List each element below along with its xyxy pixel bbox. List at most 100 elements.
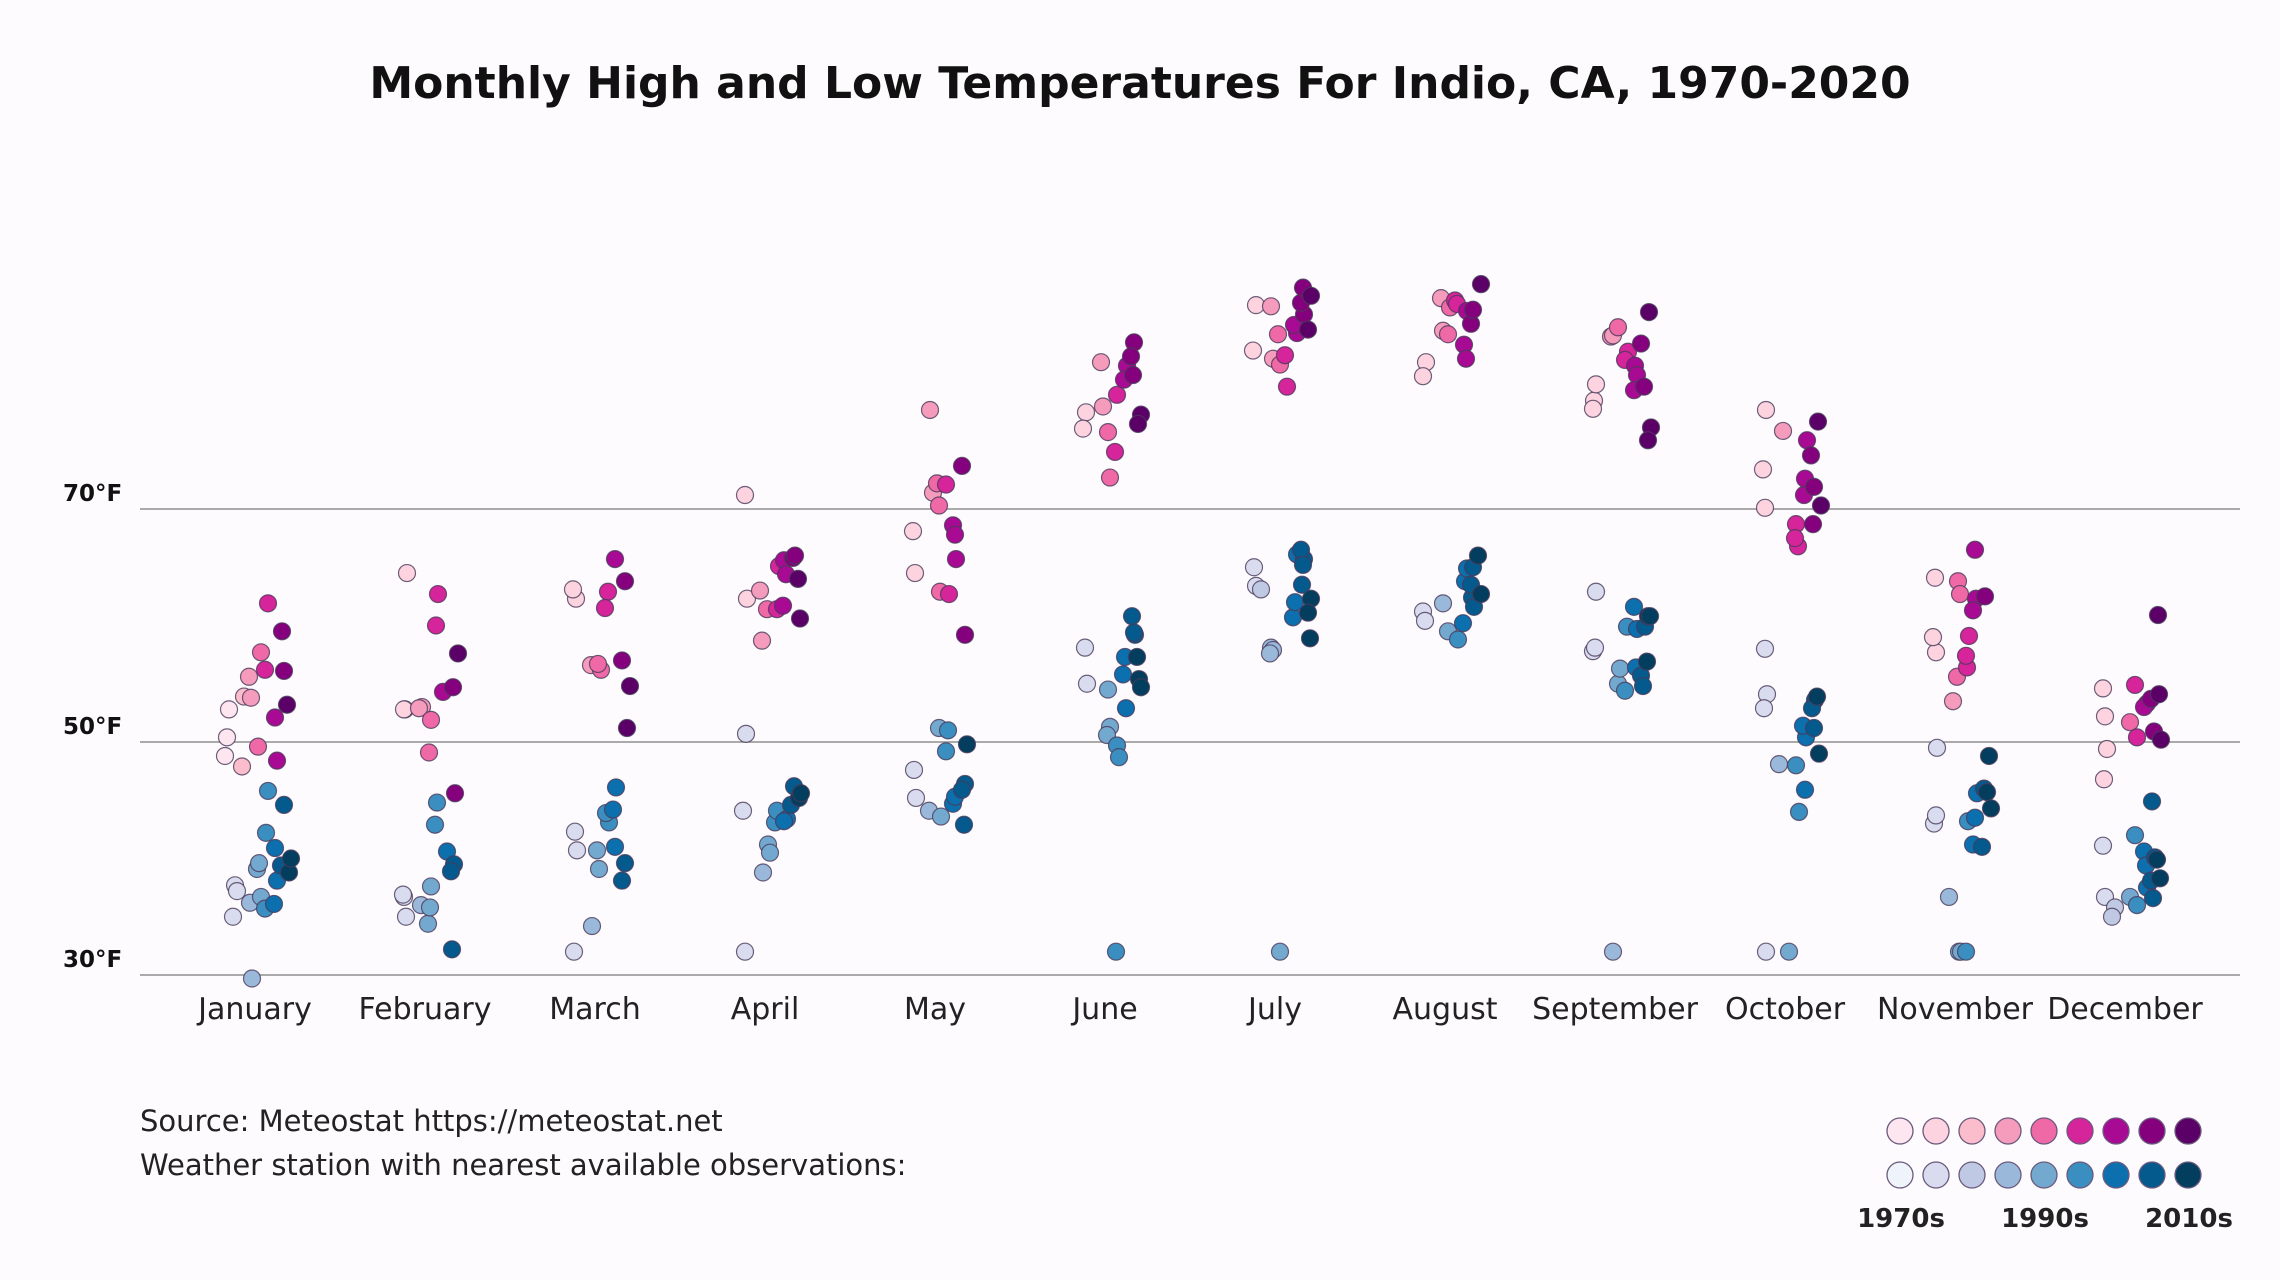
y-tick-label: 50°F — [63, 714, 122, 740]
legend-low-swatch — [1886, 1161, 1914, 1189]
legend-high-swatch — [2102, 1117, 2130, 1145]
low-temp-point — [1754, 699, 1774, 718]
high-temp-point — [1975, 587, 1995, 606]
x-tick-label: January — [196, 992, 312, 1027]
high-temp-point — [617, 718, 637, 738]
low-temp-point — [760, 843, 780, 862]
low-temp-point — [735, 942, 755, 961]
legend-decade-label: 1990s — [2001, 1204, 2089, 1234]
high-temp-point — [1471, 275, 1491, 294]
low-temp-point — [1124, 623, 1144, 642]
low-temp-point — [1786, 756, 1806, 775]
low-temp-point — [1468, 546, 1488, 565]
high-temp-point — [1753, 460, 1773, 479]
high-temp-point — [1091, 353, 1111, 372]
high-temp-point — [445, 784, 465, 803]
low-temp-point — [1586, 582, 1606, 601]
low-temp-point — [1300, 629, 1320, 648]
high-temp-point — [1631, 334, 1651, 353]
high-temp-point — [1093, 397, 1113, 416]
low-temp-point — [1298, 603, 1318, 622]
high-temp-point — [1243, 341, 1263, 360]
low-temp-point — [1453, 614, 1473, 633]
low-temp-point — [258, 781, 278, 801]
low-temp-point — [1471, 584, 1491, 604]
low-temp-point — [606, 778, 626, 797]
high-temp-point — [1803, 515, 1823, 534]
high-temp-point — [620, 676, 640, 696]
low-temp-point — [1633, 676, 1653, 696]
low-temp-point — [420, 898, 440, 917]
high-temp-point — [1456, 349, 1476, 368]
high-temp-point — [443, 678, 463, 697]
low-temp-point — [1122, 607, 1142, 626]
high-temp-point — [1608, 318, 1628, 337]
low-temp-point — [264, 894, 284, 914]
high-temp-point — [2151, 730, 2171, 749]
high-temp-point — [1128, 414, 1148, 434]
high-temp-point — [788, 569, 808, 589]
legend-low-swatch — [1994, 1161, 2022, 1189]
high-temp-point — [1925, 568, 1945, 587]
high-temp-point — [232, 757, 252, 776]
high-temp-point — [219, 700, 239, 719]
low-temp-point — [441, 862, 461, 881]
legend-decade-label: 2010s — [2145, 1204, 2233, 1234]
legend-low-swatch — [2102, 1161, 2130, 1189]
high-temp-point — [1926, 643, 1946, 662]
low-temp-point — [615, 854, 635, 873]
high-temp-point — [1959, 626, 1979, 646]
low-temp-point — [1624, 597, 1644, 616]
low-temp-point — [936, 742, 956, 761]
high-temp-point — [1586, 375, 1606, 394]
low-temp-point — [2102, 907, 2122, 926]
low-temp-point — [753, 863, 773, 882]
high-temp-point — [1121, 347, 1141, 366]
high-temp-point — [274, 661, 294, 681]
low-temp-point — [2125, 826, 2145, 845]
low-temp-point — [1807, 687, 1827, 706]
low-temp-point — [1292, 575, 1312, 594]
high-temp-point — [2120, 713, 2140, 732]
low-temp-point — [2143, 889, 2163, 908]
high-temp-point — [1583, 399, 1603, 418]
low-temp-point — [791, 784, 811, 803]
high-temp-point — [1773, 421, 1793, 441]
low-temp-point — [904, 760, 924, 780]
legend-low-swatch — [2066, 1161, 2094, 1189]
high-temp-point — [1298, 320, 1318, 339]
high-temp-point — [2148, 605, 2168, 625]
low-temp-point — [1433, 594, 1453, 613]
high-temp-point — [1638, 431, 1658, 450]
high-temp-point — [1943, 692, 1963, 711]
high-temp-point — [428, 584, 448, 604]
low-temp-point — [952, 780, 972, 799]
low-temp-point — [256, 823, 276, 842]
chart-title: Monthly High and Low Temperatures For In… — [369, 58, 1910, 109]
low-temp-point — [1981, 799, 2001, 818]
low-temp-point — [1926, 806, 1946, 825]
low-temp-point — [1113, 665, 1133, 684]
legend-high-swatch — [1958, 1117, 1986, 1145]
high-temp-point — [277, 695, 297, 714]
low-temp-point — [1109, 748, 1129, 767]
low-temp-point — [1127, 647, 1147, 667]
high-temp-point — [1076, 403, 1096, 422]
low-temp-point — [612, 871, 632, 890]
high-temp-point — [1073, 419, 1093, 438]
high-temp-point — [612, 651, 632, 670]
high-temp-point — [1811, 496, 1831, 515]
low-temp-point — [938, 721, 958, 740]
high-temp-point — [2093, 679, 2113, 698]
low-temp-point — [1755, 639, 1775, 658]
low-temp-point — [1979, 746, 1999, 766]
high-temp-point — [217, 728, 237, 747]
low-temp-point — [931, 807, 951, 826]
low-temp-point — [1283, 608, 1303, 627]
high-temp-point — [735, 485, 755, 505]
low-temp-point — [427, 793, 447, 812]
low-temp-point — [393, 885, 413, 904]
high-temp-point — [1107, 385, 1127, 404]
low-temp-point — [1640, 607, 1660, 626]
high-temp-point — [615, 572, 635, 591]
